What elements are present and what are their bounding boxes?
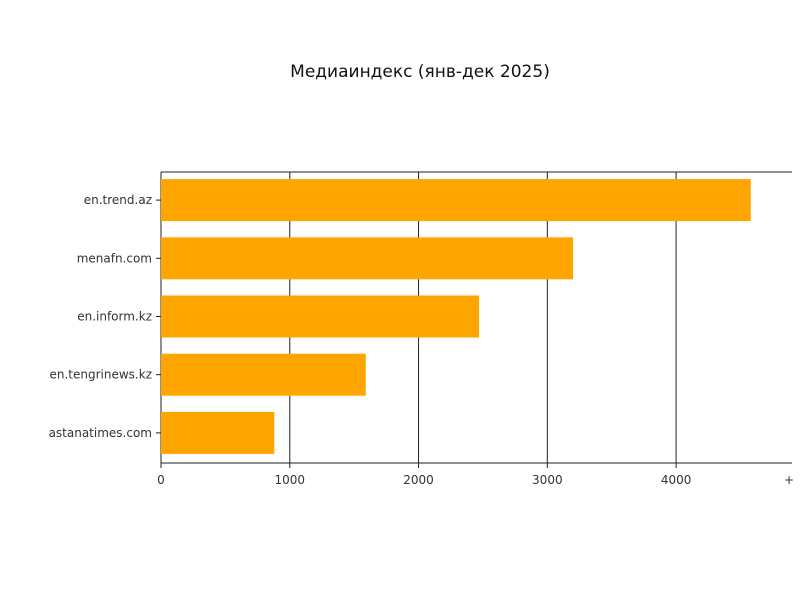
bars-layer (161, 179, 751, 454)
bar (161, 179, 751, 222)
x-tick-label: 3000 (532, 473, 563, 487)
y-tick-label: en.tengrinews.kz (50, 368, 153, 382)
x-tick-label: 1000 (275, 473, 306, 487)
labels-layer: 0 1000 2000 3000 4000 + en.trend.az menafn.com e… (49, 193, 794, 487)
chart-title: Медиаиндекс (янв-дек 2025) (290, 62, 550, 82)
x-tick-label: 0 (157, 473, 165, 487)
x-tick-end-label: + (784, 473, 794, 487)
bar (161, 237, 574, 280)
bar (161, 411, 275, 454)
bar (161, 353, 366, 396)
y-tick-label: en.inform.kz (77, 310, 152, 324)
axis-layer (156, 171, 792, 468)
bar (161, 295, 480, 338)
y-tick-label: en.trend.az (84, 193, 152, 207)
x-tick-label: 4000 (661, 473, 692, 487)
x-tick-label: 2000 (403, 473, 434, 487)
y-tick-label: menafn.com (77, 251, 152, 265)
y-tick-label: astanatimes.com (49, 426, 152, 440)
